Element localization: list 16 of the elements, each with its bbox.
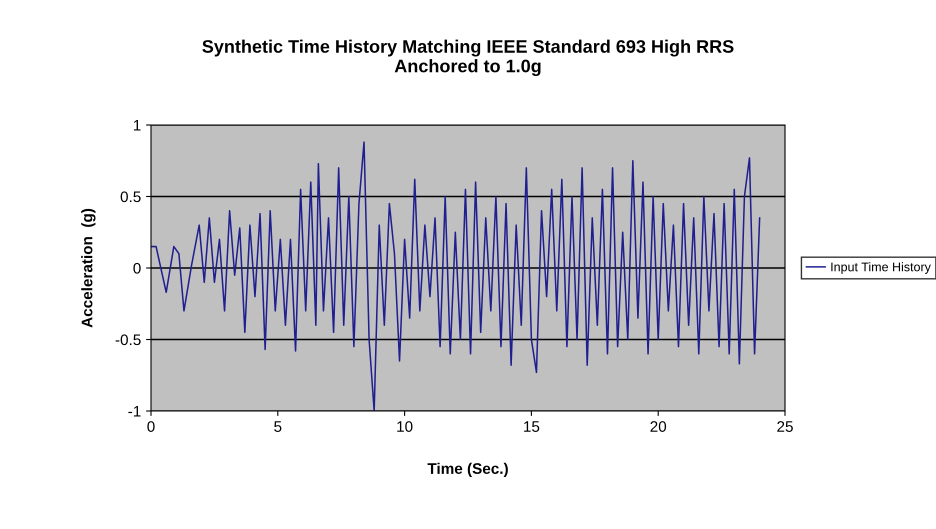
chart-title: Synthetic Time History Matching IEEE Standard 693 High RRS Anchored to 1.0g xyxy=(202,40,734,76)
y-tick-label: 1 xyxy=(134,120,141,131)
line-series xyxy=(151,141,760,411)
y-axis-title: Acceleration (g) xyxy=(81,208,96,328)
legend-label: Input Time History xyxy=(831,262,931,274)
y-tick-label: -0.5 xyxy=(116,334,141,346)
y-tick-label: 0.5 xyxy=(120,191,141,202)
x-tick-label: 10 xyxy=(397,421,412,432)
x-tick-label: 15 xyxy=(524,421,540,432)
x-tick-label: 5 xyxy=(274,421,282,432)
x-tick-label: 20 xyxy=(650,421,666,432)
x-tick-label: 25 xyxy=(777,421,793,432)
y-tick-label: 0 xyxy=(133,262,141,274)
y-tick-label: -1 xyxy=(128,406,141,417)
x-axis-title: Time (Sec.) xyxy=(428,462,508,477)
x-tick-label: 0 xyxy=(147,421,155,432)
